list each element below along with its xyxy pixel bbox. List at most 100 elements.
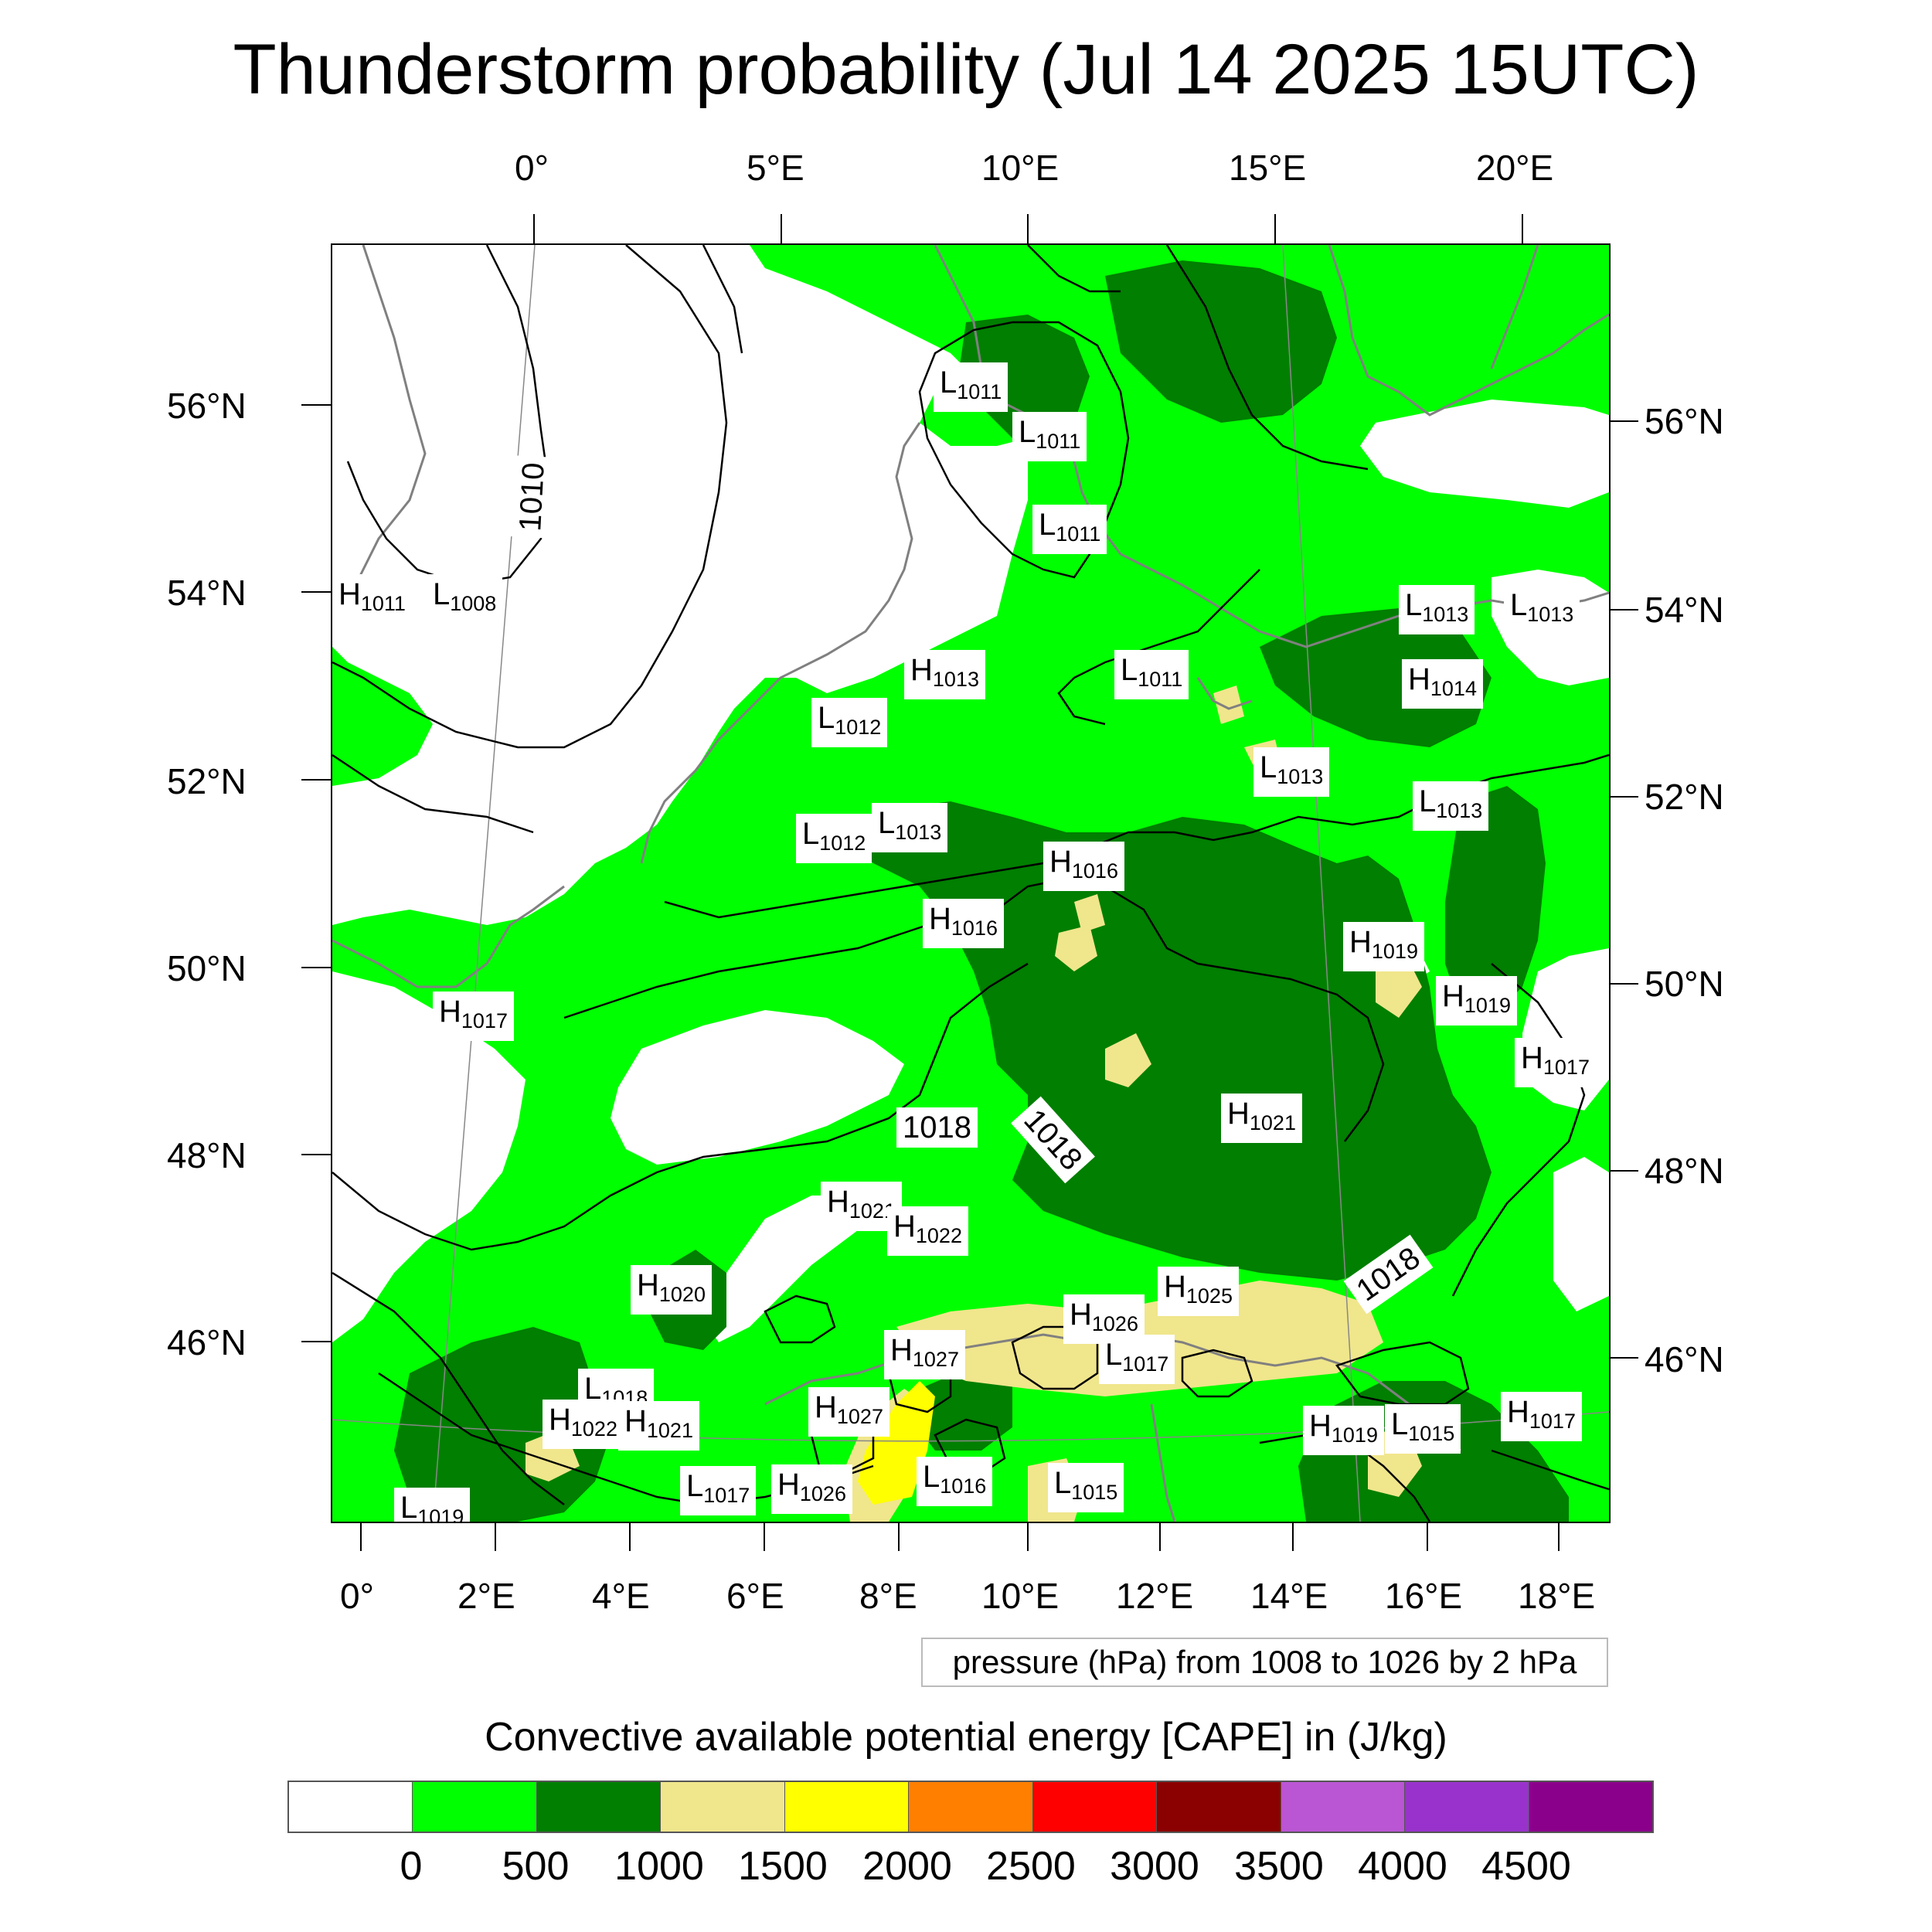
right-lat-label: 48°N bbox=[1645, 1151, 1724, 1191]
colorbar-tick-label: 3500 bbox=[1234, 1844, 1324, 1889]
pressure-center: L1017 bbox=[680, 1466, 757, 1515]
axis-tick bbox=[764, 1522, 765, 1551]
colorbar-tick-label: 2000 bbox=[862, 1844, 952, 1889]
bottom-lon-label: 10°E bbox=[981, 1576, 1060, 1616]
right-lat-label: 52°N bbox=[1645, 777, 1724, 817]
no-cape-area bbox=[611, 1010, 904, 1165]
pressure-center: L1013 bbox=[1253, 747, 1330, 797]
pressure-center: L1011 bbox=[1114, 650, 1189, 699]
pressure-center: L1017 bbox=[1099, 1335, 1175, 1384]
top-lon-label: 5°E bbox=[747, 148, 804, 188]
pressure-center: L1013 bbox=[1399, 585, 1475, 634]
right-lat-label: 46°N bbox=[1645, 1339, 1724, 1379]
axis-tick bbox=[1027, 214, 1029, 243]
colorbar-tick-label: 4000 bbox=[1358, 1844, 1447, 1889]
colorbar-tick-label: 2500 bbox=[986, 1844, 1076, 1889]
pressure-center: L1013 bbox=[872, 803, 948, 852]
colorbar-tick-label: 500 bbox=[502, 1844, 570, 1889]
axis-tick bbox=[1609, 1357, 1638, 1359]
no-cape-area bbox=[440, 276, 734, 539]
pressure-center: H1019 bbox=[1303, 1406, 1384, 1455]
pressure-center: H1017 bbox=[1501, 1392, 1582, 1441]
colorbar-tick-label: 1000 bbox=[614, 1844, 704, 1889]
pressure-center: H1020 bbox=[631, 1265, 712, 1315]
axis-tick bbox=[301, 779, 331, 781]
pressure-center: L1016 bbox=[917, 1457, 993, 1506]
colorbar-swatch bbox=[661, 1782, 785, 1832]
contour-note: pressure (hPa) from 1008 to 1026 by 2 hP… bbox=[921, 1638, 1608, 1687]
left-lat-label: 48°N bbox=[167, 1135, 247, 1175]
axis-tick bbox=[1292, 1522, 1294, 1551]
no-cape-area bbox=[1360, 400, 1609, 508]
left-lat-label: 52°N bbox=[167, 761, 247, 801]
pressure-center: H1021 bbox=[618, 1401, 699, 1451]
cape-1000-1500-area bbox=[1376, 956, 1422, 1018]
colorbar-swatch bbox=[413, 1782, 537, 1832]
cape-map: L1011 L1011 L1011 H1011 L1008 H1013 L101… bbox=[331, 243, 1611, 1523]
axis-tick bbox=[1427, 1522, 1428, 1551]
bottom-lon-label: 6°E bbox=[726, 1576, 784, 1616]
axis-tick bbox=[301, 1341, 331, 1342]
pressure-center: H1019 bbox=[1343, 922, 1424, 971]
pressure-center: H1016 bbox=[923, 899, 1004, 948]
bottom-lon-label: 16°E bbox=[1385, 1576, 1463, 1616]
axis-tick bbox=[360, 1522, 362, 1551]
top-lon-label: 15°E bbox=[1229, 148, 1307, 188]
axis-tick bbox=[301, 967, 331, 968]
pressure-center: H1027 bbox=[884, 1330, 965, 1379]
cape-1500-2000-area bbox=[858, 1381, 935, 1505]
colorbar-tick-label: 4500 bbox=[1481, 1844, 1571, 1889]
no-cape-area bbox=[332, 971, 526, 1342]
axis-tick bbox=[1522, 214, 1523, 243]
axis-tick bbox=[1558, 1522, 1560, 1551]
colorbar-tick-label: 0 bbox=[400, 1844, 423, 1889]
pressure-center: L1012 bbox=[811, 698, 888, 747]
pressure-center: L1011 bbox=[1032, 505, 1107, 554]
isobar-label: 1010 bbox=[509, 455, 555, 539]
colorbar-swatch bbox=[909, 1782, 1033, 1832]
pressure-center: H1026 bbox=[771, 1464, 852, 1514]
pressure-center: L1008 bbox=[427, 574, 503, 624]
colorbar-swatch bbox=[289, 1782, 413, 1832]
right-lat-label: 50°N bbox=[1645, 964, 1724, 1004]
axis-tick bbox=[533, 214, 535, 243]
colorbar-swatch bbox=[1529, 1782, 1652, 1832]
axis-tick bbox=[301, 1154, 331, 1155]
axis-tick bbox=[1609, 983, 1638, 985]
top-lon-label: 20°E bbox=[1476, 148, 1554, 188]
bottom-lon-label: 4°E bbox=[592, 1576, 650, 1616]
pressure-center: L1015 bbox=[1048, 1463, 1124, 1512]
axis-tick bbox=[1609, 609, 1638, 611]
axis-tick bbox=[1274, 214, 1276, 243]
pressure-center: H1019 bbox=[1436, 976, 1517, 1026]
axis-tick bbox=[301, 591, 331, 593]
pressure-center: L1011 bbox=[1012, 412, 1087, 461]
cape-1000-1500-area bbox=[1213, 685, 1244, 724]
pressure-center: H1021 bbox=[1221, 1094, 1302, 1143]
pressure-center: L1011 bbox=[934, 362, 1009, 412]
axis-tick bbox=[495, 1522, 496, 1551]
left-lat-label: 46°N bbox=[167, 1322, 247, 1362]
bottom-lon-label: 18°E bbox=[1518, 1576, 1596, 1616]
pressure-center: H1027 bbox=[808, 1387, 889, 1437]
axis-tick bbox=[1609, 420, 1638, 422]
pressure-center: H1011 bbox=[332, 574, 412, 624]
cape-1000-1500-area bbox=[1105, 1033, 1151, 1087]
pressure-center: L1019 bbox=[394, 1488, 471, 1522]
colorbar-swatch bbox=[1281, 1782, 1406, 1832]
top-lon-label: 10°E bbox=[981, 148, 1060, 188]
colorbar-tick-label: 1500 bbox=[738, 1844, 828, 1889]
pressure-center: H1013 bbox=[904, 650, 985, 699]
axis-tick bbox=[781, 214, 782, 243]
bottom-lon-label: 0° bbox=[340, 1576, 374, 1616]
pressure-center: L1013 bbox=[1413, 781, 1489, 831]
cape-1000-1500-area bbox=[1055, 925, 1097, 971]
right-lat-label: 56°N bbox=[1645, 401, 1724, 441]
cape-field bbox=[332, 245, 1609, 1522]
colorbar-title: Convective available potential energy [C… bbox=[485, 1715, 1447, 1760]
cape-500-1000-area bbox=[912, 1366, 1012, 1451]
pressure-center: L1013 bbox=[1504, 585, 1580, 634]
pressure-center: H1022 bbox=[887, 1206, 968, 1256]
cape-500-1000-area bbox=[1445, 786, 1546, 1018]
cape-500-1000-area bbox=[1105, 260, 1337, 423]
